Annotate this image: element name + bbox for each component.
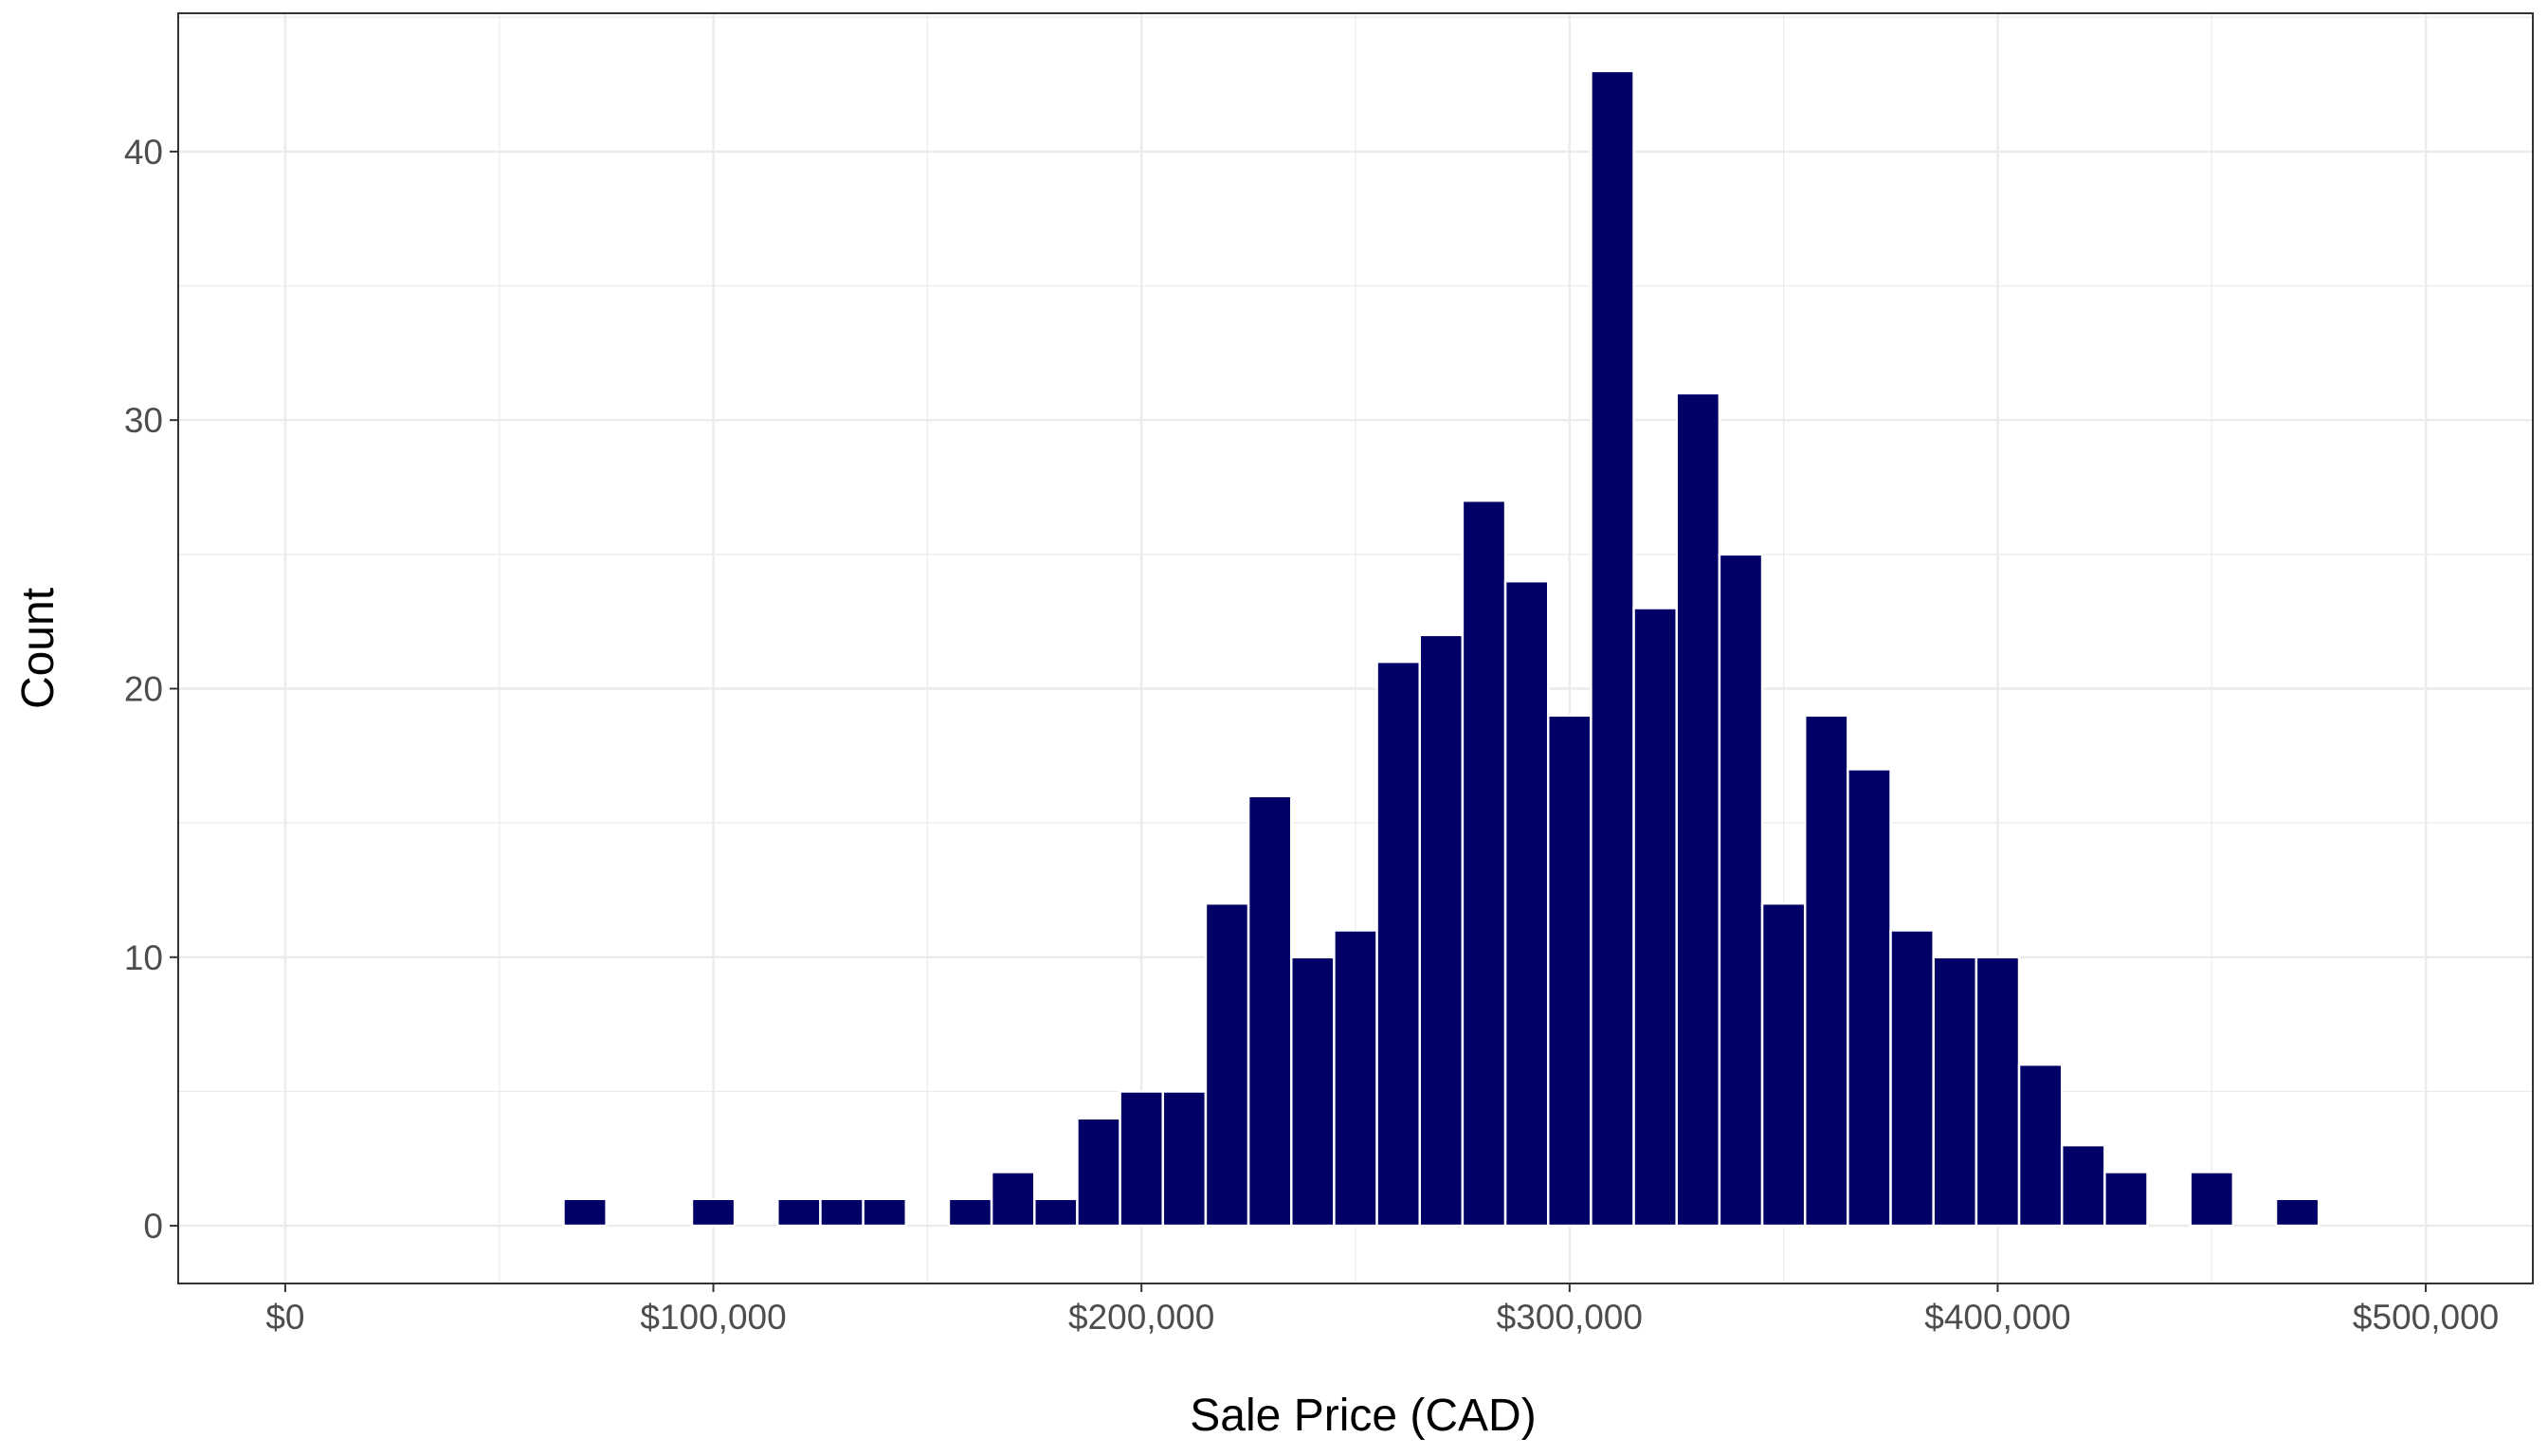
histogram-bar [2274, 1197, 2320, 1228]
histogram-bar [1675, 391, 1721, 1228]
histogram-bar [2017, 1063, 2064, 1228]
histogram-bar [776, 1197, 822, 1228]
y-tick-label: 20 [124, 669, 163, 708]
histogram-bar [2060, 1143, 2106, 1228]
y-axis: 0 10 20 30 40 [124, 133, 178, 1246]
histogram-bar [562, 1197, 608, 1228]
histogram-bar [690, 1197, 737, 1228]
x-tick-label: $400,000 [1924, 1298, 2070, 1337]
histogram-bar [1847, 768, 1892, 1228]
x-tick-label: $300,000 [1497, 1298, 1643, 1337]
histogram-bar [1590, 69, 1635, 1228]
histogram-bar [1975, 956, 2021, 1228]
histogram-bar [1932, 956, 1978, 1228]
x-tick-label: $100,000 [640, 1298, 786, 1337]
histogram-bar [1760, 901, 1807, 1228]
y-axis-title: Count [13, 588, 64, 709]
y-tick-label: 40 [124, 133, 163, 172]
histogram-bar [1119, 1090, 1165, 1228]
panel-border [177, 12, 2534, 1284]
histogram-bar [1503, 579, 1550, 1228]
histogram-bar [1290, 956, 1336, 1228]
histogram-bar [947, 1197, 993, 1228]
histogram-bar [819, 1197, 864, 1228]
histogram-bar [1418, 633, 1465, 1228]
histogram-bar [1718, 553, 1764, 1228]
histogram-bars [562, 69, 2320, 1228]
histogram-bar [1461, 499, 1507, 1228]
histogram-bar [1889, 929, 1935, 1228]
histogram-bar [1247, 794, 1293, 1228]
x-tick-label: $0 [265, 1298, 304, 1337]
x-tick-label: $200,000 [1068, 1298, 1214, 1337]
histogram-bar [1204, 901, 1250, 1228]
histogram-bar [1076, 1117, 1121, 1228]
histogram-bar [990, 1171, 1036, 1228]
histogram-bar [1375, 660, 1421, 1228]
histogram-bar [1546, 714, 1592, 1228]
histogram-bar [1632, 607, 1678, 1228]
y-tick-label: 30 [124, 401, 163, 440]
histogram-bar [1161, 1090, 1208, 1228]
x-axis-title: Sale Price (CAD) [1190, 1391, 1536, 1441]
histogram-bar [862, 1197, 908, 1228]
y-tick-label: 0 [143, 1207, 163, 1246]
histogram-bar [2103, 1171, 2149, 1228]
y-tick-label: 10 [124, 938, 163, 977]
histogram-bar [1033, 1197, 1079, 1228]
x-axis: $0 $100,000 $200,000 $300,000 $400,000 $500,0… [265, 1283, 2499, 1337]
x-tick-label: $500,000 [2353, 1298, 2499, 1337]
histogram-bar [1803, 714, 1849, 1228]
histogram-bar [2189, 1171, 2235, 1228]
histogram-bar [1333, 929, 1378, 1228]
